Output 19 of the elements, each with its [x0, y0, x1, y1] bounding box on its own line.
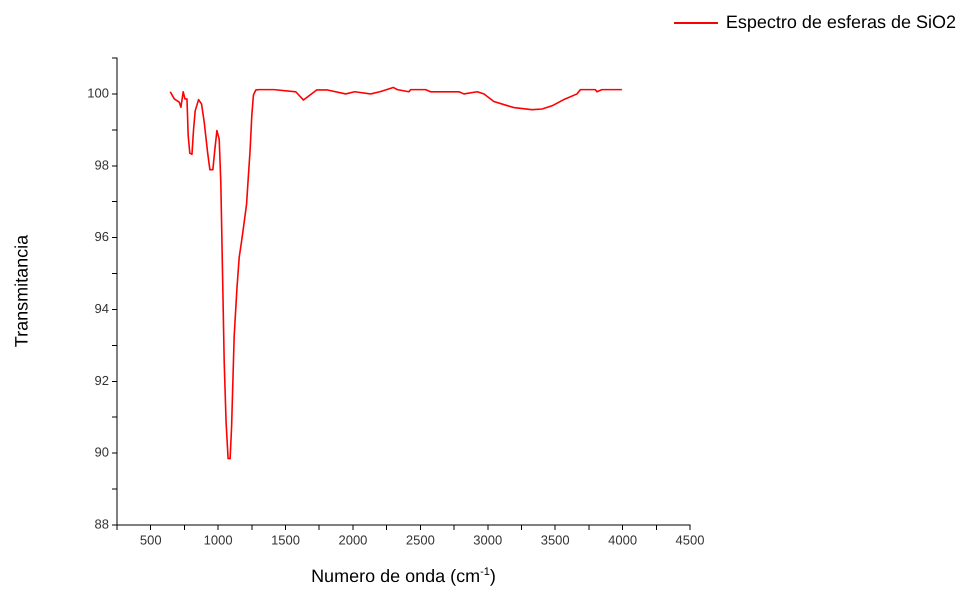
x-tick-label: 2500 — [406, 532, 435, 548]
x-tick-label: 3000 — [473, 532, 502, 548]
y-axis-title: Transmitancia — [12, 234, 32, 348]
x-tick-label: 1000 — [204, 532, 233, 548]
y-tick-label: 88 — [94, 516, 109, 532]
y-tick-label: 96 — [94, 229, 109, 244]
y-tick-label: 98 — [94, 157, 109, 172]
y-tick-label: 100 — [87, 86, 109, 100]
y-tick-label: 92 — [94, 372, 109, 388]
x-tick-label: 3500 — [540, 532, 570, 548]
x-tick-label: 4500 — [676, 532, 704, 548]
x-tick-label: 500 — [140, 532, 162, 548]
y-tick-label: 94 — [94, 301, 109, 316]
x-tick-label: 2000 — [338, 532, 368, 548]
x-axis-title: Numero de onda (cm$^{-1}$) — [310, 566, 497, 587]
y-tick-label: 90 — [94, 444, 109, 460]
x-tick-label: 1500 — [271, 532, 300, 548]
legend-label: Espectro de esferas de SiO2 — [726, 12, 956, 33]
x-tick-label: 4000 — [608, 532, 638, 548]
